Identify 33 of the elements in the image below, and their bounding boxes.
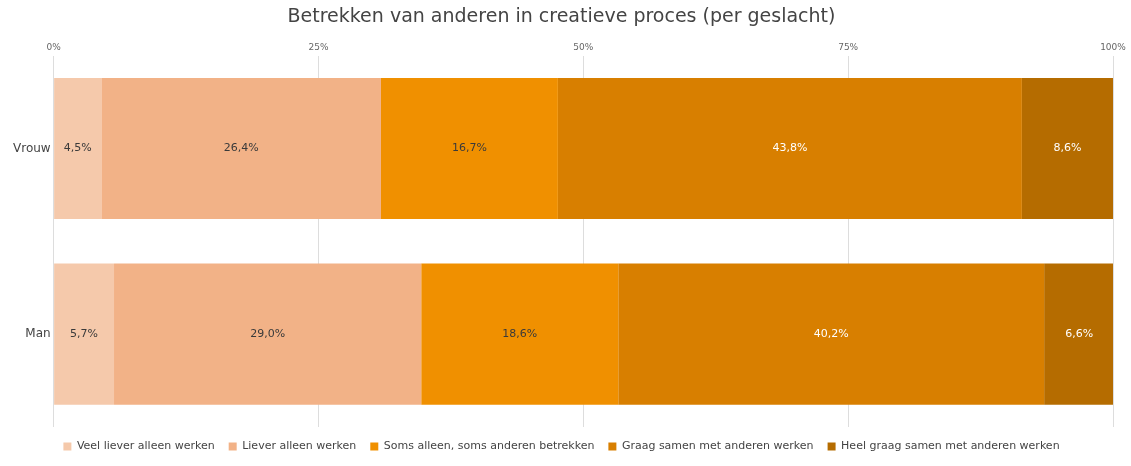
bar xyxy=(114,263,422,405)
y-tick-label: Vrouw xyxy=(13,140,51,155)
bar xyxy=(54,77,102,220)
bar xyxy=(557,77,1022,220)
x-tick-label: 100% xyxy=(1100,41,1127,52)
data-label: 4,5% xyxy=(63,141,92,155)
x-tick-label: 0% xyxy=(46,41,62,52)
bar xyxy=(101,77,381,220)
data-label: 5,7% xyxy=(70,327,99,341)
legend-label: Graag samen met anderen werken xyxy=(621,439,814,453)
data-label: 6,6% xyxy=(1065,327,1094,341)
data-label: 29,0% xyxy=(250,327,286,341)
x-tick-label: 50% xyxy=(573,41,594,52)
bar xyxy=(1044,263,1113,405)
bar xyxy=(1021,77,1113,220)
legend-label: Heel graag samen met anderen werken xyxy=(841,439,1060,453)
bar xyxy=(380,77,558,220)
bar xyxy=(618,263,1045,405)
y-tick-label: Man xyxy=(25,326,51,341)
legend-label: Veel liever alleen werken xyxy=(76,439,215,453)
data-label: 43,8% xyxy=(772,141,808,155)
data-label: 18,6% xyxy=(502,327,538,341)
bar xyxy=(54,263,115,405)
chart-title: Betrekken van anderen in creatieve proces (per geslacht) xyxy=(287,4,836,27)
legend-label: Liever alleen werken xyxy=(242,439,357,453)
data-label: 40,2% xyxy=(813,327,849,341)
data-label: 8,6% xyxy=(1053,141,1082,155)
bar xyxy=(421,263,619,405)
x-tick-label: 75% xyxy=(838,41,859,52)
data-label: 16,7% xyxy=(451,141,487,155)
legend-label: Soms alleen, soms anderen betrekken xyxy=(383,439,595,453)
data-label: 26,4% xyxy=(223,141,259,155)
x-tick-label: 25% xyxy=(308,41,329,52)
